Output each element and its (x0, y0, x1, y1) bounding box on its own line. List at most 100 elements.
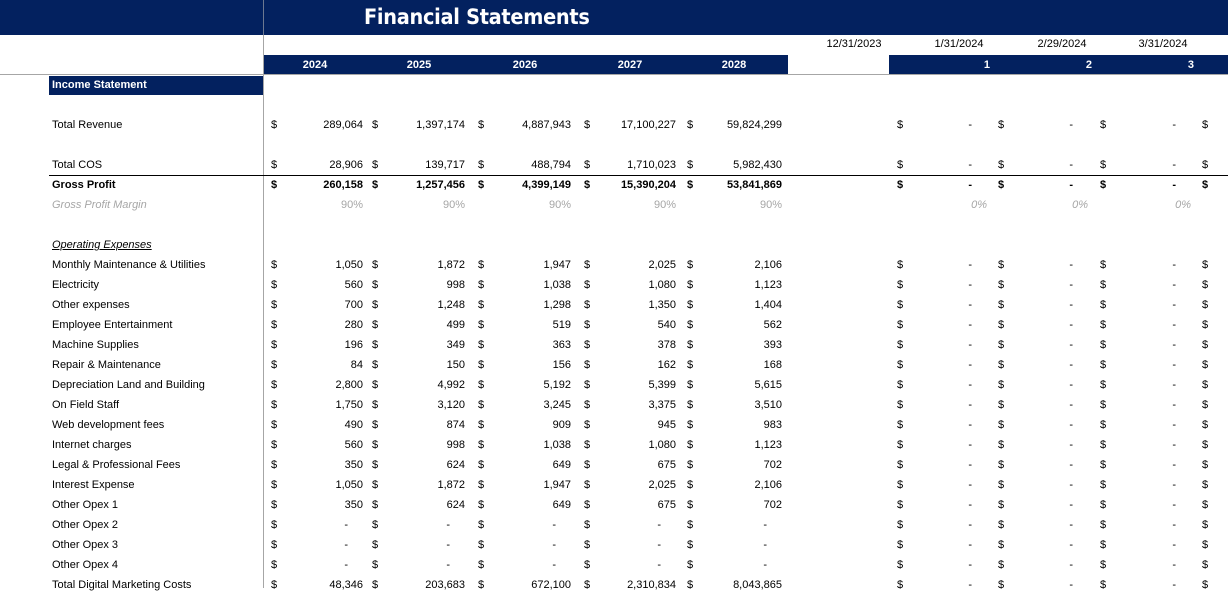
value-cell[interactable]: 4,887,943 (522, 119, 571, 131)
value-cell[interactable]: 1,123 (754, 279, 782, 291)
period-header[interactable]: 3 (1187, 59, 1194, 71)
monthly-value-cell[interactable]: - (1172, 299, 1176, 311)
value-cell[interactable]: 1,050 (335, 259, 363, 271)
monthly-value-cell[interactable]: - (968, 439, 972, 451)
monthly-value-cell[interactable]: - (968, 579, 972, 591)
value-cell[interactable]: 350 (344, 459, 363, 471)
monthly-value-cell[interactable]: - (968, 259, 972, 271)
value-cell[interactable]: 1,947 (543, 259, 571, 271)
row-label[interactable]: Total Digital Marketing Costs (52, 579, 192, 591)
monthly-value-cell[interactable]: - (1069, 539, 1073, 551)
monthly-value-cell[interactable]: - (968, 539, 972, 551)
date-cell[interactable]: 3/31/2024 (1138, 38, 1188, 50)
value-cell[interactable]: - (552, 539, 556, 551)
year-header[interactable]: 2027 (617, 59, 643, 71)
value-cell[interactable]: 702 (763, 459, 782, 471)
monthly-value-cell[interactable]: - (1069, 179, 1073, 191)
value-cell[interactable]: - (446, 539, 450, 551)
value-cell[interactable]: 560 (344, 439, 363, 451)
value-cell[interactable]: 672,100 (531, 579, 571, 591)
monthly-value-cell[interactable]: - (968, 479, 972, 491)
monthly-value-cell[interactable]: - (968, 459, 972, 471)
monthly-value-cell[interactable]: - (1172, 499, 1176, 511)
monthly-value-cell[interactable]: - (968, 279, 972, 291)
value-cell[interactable]: 874 (446, 419, 465, 431)
value-cell[interactable]: 48,346 (329, 579, 363, 591)
monthly-value-cell[interactable]: - (1172, 279, 1176, 291)
monthly-value-cell[interactable]: - (968, 319, 972, 331)
value-cell[interactable]: 562 (763, 319, 782, 331)
row-label[interactable]: Other Opex 2 (52, 519, 119, 531)
value-cell[interactable]: 2,106 (754, 479, 782, 491)
row-label[interactable]: Web development fees (52, 419, 165, 431)
value-cell[interactable]: 560 (344, 279, 363, 291)
value-cell[interactable]: 519 (552, 319, 571, 331)
row-label[interactable]: Machine Supplies (52, 339, 139, 351)
value-cell[interactable]: 139,717 (425, 159, 465, 171)
value-cell[interactable]: 3,120 (437, 399, 465, 411)
monthly-value-cell[interactable]: - (1172, 179, 1176, 191)
value-cell[interactable]: 350 (344, 499, 363, 511)
value-cell[interactable]: 998 (446, 279, 465, 291)
row-label[interactable]: Repair & Maintenance (52, 359, 161, 371)
value-cell[interactable]: - (446, 559, 450, 571)
date-cell[interactable]: 1/31/2024 (934, 38, 984, 50)
value-cell[interactable]: - (763, 539, 767, 551)
year-header[interactable]: 2025 (406, 59, 432, 71)
monthly-value-cell[interactable]: - (1069, 419, 1073, 431)
monthly-value-cell[interactable]: - (968, 499, 972, 511)
row-label[interactable]: Other Opex 4 (52, 559, 119, 571)
row-label[interactable]: Interest Expense (52, 479, 135, 491)
monthly-value-cell[interactable]: - (968, 359, 972, 371)
value-cell[interactable]: - (344, 519, 348, 531)
value-cell[interactable]: 1,080 (648, 439, 676, 451)
value-cell[interactable]: 649 (552, 499, 571, 511)
monthly-value-cell[interactable]: - (1172, 399, 1176, 411)
value-cell[interactable]: - (552, 519, 556, 531)
row-label[interactable]: Other expenses (52, 299, 130, 311)
value-cell[interactable]: 15,390,204 (620, 179, 676, 191)
value-cell[interactable]: 17,100,227 (620, 119, 676, 131)
monthly-value-cell[interactable]: - (968, 159, 972, 171)
value-cell[interactable]: 5,399 (648, 379, 676, 391)
value-cell[interactable]: - (446, 519, 450, 531)
value-cell[interactable]: 2,310,834 (627, 579, 676, 591)
margin-cell[interactable]: 90% (548, 199, 571, 211)
value-cell[interactable]: 28,906 (329, 159, 363, 171)
value-cell[interactable]: 1,397,174 (416, 119, 465, 131)
value-cell[interactable]: 1,038 (543, 439, 571, 451)
monthly-value-cell[interactable]: - (968, 419, 972, 431)
monthly-value-cell[interactable]: - (1172, 159, 1176, 171)
value-cell[interactable]: 1,257,456 (416, 179, 465, 191)
monthly-value-cell[interactable]: - (1069, 499, 1073, 511)
monthly-value-cell[interactable]: - (968, 179, 972, 191)
row-label[interactable]: Electricity (52, 279, 100, 291)
monthly-value-cell[interactable]: - (1172, 559, 1176, 571)
row-label[interactable]: Gross Profit Margin (52, 199, 147, 211)
monthly-value-cell[interactable]: - (1069, 559, 1073, 571)
value-cell[interactable]: 3,375 (648, 399, 676, 411)
value-cell[interactable]: 700 (344, 299, 363, 311)
monthly-value-cell[interactable]: - (1069, 339, 1073, 351)
date-cell[interactable]: 12/31/2023 (826, 38, 882, 50)
monthly-value-cell[interactable]: - (968, 119, 972, 131)
row-label[interactable]: Internet charges (52, 439, 132, 451)
monthly-margin-cell[interactable]: 0% (1175, 199, 1191, 211)
value-cell[interactable]: 488,794 (531, 159, 571, 171)
value-cell[interactable]: 4,399,149 (522, 179, 571, 191)
monthly-value-cell[interactable]: - (1172, 359, 1176, 371)
monthly-value-cell[interactable]: - (968, 299, 972, 311)
monthly-margin-cell[interactable]: 0% (971, 199, 987, 211)
value-cell[interactable]: 3,245 (543, 399, 571, 411)
value-cell[interactable]: 5,982,430 (733, 159, 782, 171)
row-label[interactable]: Gross Profit (52, 179, 116, 191)
value-cell[interactable]: 675 (657, 459, 676, 471)
value-cell[interactable]: 5,192 (543, 379, 571, 391)
value-cell[interactable]: 490 (344, 419, 363, 431)
value-cell[interactable]: 393 (763, 339, 782, 351)
value-cell[interactable]: 4,992 (437, 379, 465, 391)
monthly-value-cell[interactable]: - (1172, 119, 1176, 131)
value-cell[interactable]: 150 (446, 359, 465, 371)
monthly-value-cell[interactable]: - (1069, 519, 1073, 531)
monthly-value-cell[interactable]: - (1172, 339, 1176, 351)
